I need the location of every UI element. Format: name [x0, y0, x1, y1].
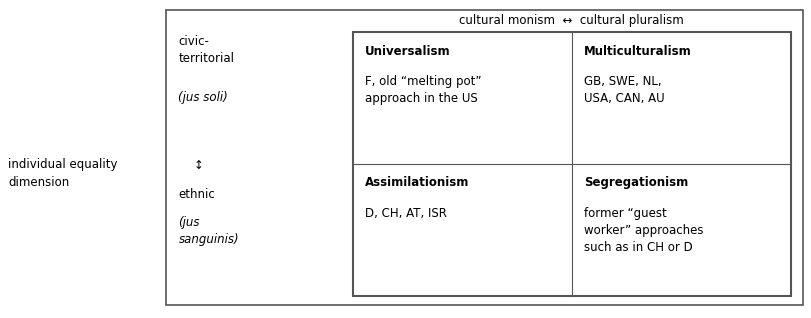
Text: ↕: ↕: [194, 159, 204, 172]
Text: F, old “melting pot”
approach in the US: F, old “melting pot” approach in the US: [365, 75, 482, 105]
Text: Assimilationism: Assimilationism: [365, 176, 470, 190]
Text: Multiculturalism: Multiculturalism: [584, 45, 692, 58]
Text: Universalism: Universalism: [365, 45, 451, 58]
Text: civic-
territorial: civic- territorial: [178, 35, 234, 65]
Text: individual equality
dimension: individual equality dimension: [8, 158, 118, 189]
Text: D, CH, AT, ISR: D, CH, AT, ISR: [365, 207, 447, 220]
Text: GB, SWE, NL,
USA, CAN, AU: GB, SWE, NL, USA, CAN, AU: [584, 75, 664, 105]
Text: cultural monism  ↔  cultural pluralism: cultural monism ↔ cultural pluralism: [459, 14, 684, 27]
Text: Segregationism: Segregationism: [584, 176, 689, 190]
Text: (jus soli): (jus soli): [178, 91, 228, 104]
Text: former “guest
worker” approaches
such as in CH or D: former “guest worker” approaches such as…: [584, 207, 703, 254]
Text: ethnic: ethnic: [178, 188, 215, 201]
Text: (jus
sanguinis): (jus sanguinis): [178, 216, 239, 246]
Bar: [353, 32, 791, 296]
Bar: [166, 10, 803, 305]
